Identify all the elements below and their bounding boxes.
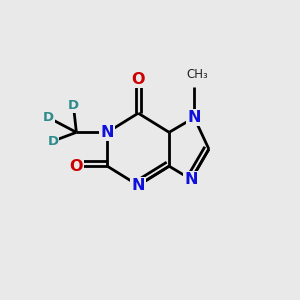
Text: D: D — [68, 99, 79, 112]
Text: CH₃: CH₃ — [186, 68, 208, 81]
Text: O: O — [131, 72, 145, 87]
Text: N: N — [184, 172, 198, 187]
Text: O: O — [70, 159, 83, 174]
Text: N: N — [100, 125, 114, 140]
Text: N: N — [188, 110, 201, 125]
Text: D: D — [47, 135, 58, 148]
Text: N: N — [131, 178, 145, 193]
Text: D: D — [43, 111, 54, 124]
